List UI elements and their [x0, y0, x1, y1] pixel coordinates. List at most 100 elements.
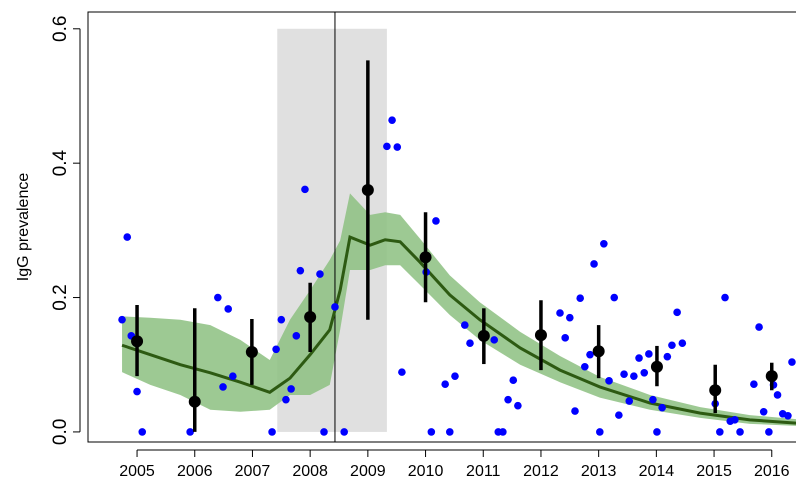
y-tick-label: 0.0: [50, 419, 71, 445]
data-point: [750, 380, 758, 389]
data-point: [445, 428, 454, 436]
data-point: [668, 341, 676, 350]
plot-frame: [87, 11, 796, 443]
mean-point: [304, 311, 317, 324]
data-point: [504, 395, 512, 404]
data-point: [716, 428, 724, 436]
x-tick-label: 2013: [581, 463, 617, 480]
x-tick-label: 2011: [466, 463, 501, 480]
data-point: [615, 411, 623, 419]
mean-point: [131, 335, 144, 348]
mean-point: [188, 395, 201, 408]
data-point: [759, 407, 768, 416]
data-point: [596, 428, 604, 436]
data-point: [451, 372, 459, 380]
mean-point: [765, 370, 778, 383]
data-point: [600, 239, 608, 248]
x-tick-label: 2008: [292, 463, 328, 480]
mean-point: [650, 360, 663, 373]
data-point: [625, 397, 634, 405]
data-point: [678, 339, 687, 348]
data-point: [765, 428, 773, 436]
x-tick-label: 2010: [408, 463, 444, 480]
y-tick-label: 0.4: [50, 150, 71, 177]
data-point: [398, 368, 406, 376]
x-tick-label: 2012: [523, 463, 559, 480]
mean-point: [419, 251, 432, 264]
mean-point: [534, 329, 547, 342]
data-point: [630, 372, 638, 380]
x-tick-label: 2016: [754, 463, 790, 480]
data-point: [427, 428, 436, 436]
y-axis-label: IgG prevalence: [15, 173, 32, 282]
data-point: [282, 395, 290, 404]
data-point: [388, 116, 396, 124]
data-point: [645, 350, 653, 358]
data-point: [466, 339, 474, 348]
data-point: [320, 428, 328, 436]
data-point: [566, 313, 574, 322]
data-point: [731, 416, 739, 424]
data-point: [229, 372, 237, 380]
data-point: [383, 142, 391, 151]
data-point: [635, 354, 643, 362]
data-point: [490, 336, 499, 344]
data-point: [586, 350, 594, 359]
data-point: [556, 309, 564, 317]
data-point: [460, 321, 469, 329]
data-point: [287, 385, 295, 393]
data-point: [581, 362, 589, 371]
data-point: [272, 345, 280, 354]
x-tick-label: 2009: [350, 463, 386, 480]
data-point: [340, 428, 348, 436]
data-point: [316, 270, 324, 278]
data-point: [673, 308, 681, 317]
x-tick-label: 2007: [235, 463, 271, 480]
data-point: [509, 376, 518, 384]
data-point: [301, 185, 309, 194]
data-point: [186, 428, 194, 436]
fit-line: [121, 235, 796, 425]
mean-point: [477, 329, 490, 342]
data-point: [640, 368, 649, 377]
data-point: [118, 315, 126, 324]
mean-point: [245, 345, 258, 358]
data-point: [219, 383, 227, 391]
data-point: [292, 332, 301, 340]
y-tick-label: 0.2: [50, 284, 71, 310]
data-point: [393, 143, 402, 151]
mean-point: [592, 345, 605, 358]
data-point: [499, 428, 507, 436]
data-point: [441, 380, 449, 389]
data-point: [788, 358, 796, 366]
data-point: [653, 428, 661, 436]
data-point: [620, 370, 628, 378]
data-point: [331, 303, 339, 311]
data-point: [576, 294, 584, 303]
data-point: [268, 428, 276, 436]
data-point: [514, 401, 522, 410]
data-point: [721, 293, 729, 302]
data-point: [138, 428, 147, 436]
data-point: [277, 315, 286, 324]
mean-point: [361, 184, 374, 197]
data-point: [649, 395, 657, 404]
mean-point: [709, 384, 722, 397]
x-tick-label: 2005: [119, 463, 155, 480]
data-point: [590, 260, 598, 268]
data-point: [773, 391, 782, 399]
data-point: [784, 411, 792, 420]
y-tick-label: 0.6: [50, 16, 71, 42]
x-tick-label: 2014: [639, 463, 675, 480]
data-point: [571, 407, 579, 415]
fit-band: [122, 193, 796, 426]
data-point: [296, 266, 305, 275]
data-point: [610, 293, 619, 302]
data-point: [224, 305, 233, 313]
data-point: [605, 377, 613, 385]
data-point: [432, 217, 440, 225]
x-tick-label: 2006: [177, 463, 213, 480]
data-point: [123, 233, 132, 241]
